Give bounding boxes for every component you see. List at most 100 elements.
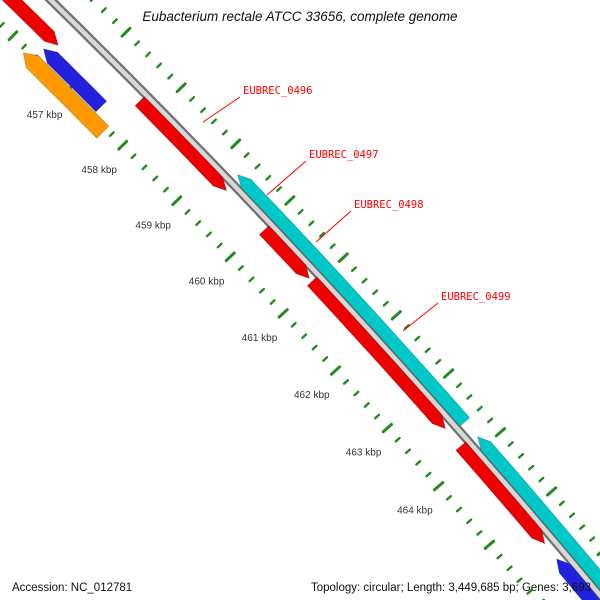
gene-label-leaders-layer [202, 96, 439, 332]
inner-tick-mark [162, 186, 170, 193]
outer-tick-mark [350, 266, 357, 272]
outer-tick-mark [329, 243, 336, 250]
inner-tick-mark [7, 30, 19, 42]
outer-tick-mark [579, 524, 586, 530]
inner-tick-mark [483, 539, 496, 550]
inner-tick-mark [445, 495, 452, 501]
inner-tick-mark [259, 287, 266, 294]
gene-arrow[interactable] [477, 436, 600, 600]
outer-tick-mark [589, 536, 596, 542]
gene-label-leader [315, 210, 352, 243]
gene-arrow[interactable] [22, 52, 110, 139]
outer-tick-mark [456, 382, 463, 389]
inner-tick-mark [130, 153, 137, 160]
gene-arrow[interactable] [556, 558, 600, 600]
outer-tick-mark [487, 417, 494, 424]
outer-tick-mark [424, 347, 431, 354]
outer-tick-mark [175, 82, 187, 94]
ruler-label: 463 kbp [346, 447, 382, 458]
inner-tick-mark [237, 265, 244, 271]
inner-tick-mark [381, 422, 393, 434]
gene-arrow-EUBREC_0498[interactable] [258, 225, 310, 280]
inner-tick-mark [404, 448, 412, 455]
gene-arrow[interactable] [455, 441, 546, 545]
gene-arrow[interactable] [43, 48, 108, 113]
inner-tick-mark [353, 390, 360, 397]
inner-tick-mark [184, 208, 191, 215]
outer-tick-mark [243, 152, 250, 159]
inner-tick-mark [277, 308, 289, 319]
outer-tick-mark [466, 394, 473, 400]
gene-arrow-EUBREC_0496[interactable] [134, 96, 228, 192]
outer-tick-mark [507, 441, 514, 447]
outer-tick-mark [372, 289, 379, 296]
map-title: Eubacterium rectale ATCC 33656, complete… [142, 9, 458, 24]
outer-tick-mark [414, 335, 421, 342]
inner-tick-mark [374, 413, 381, 420]
inner-tick-mark [117, 139, 129, 151]
outer-tick-mark [558, 500, 565, 507]
outer-tick-mark [221, 129, 228, 136]
gene-label[interactable]: EUBREC_0499 [441, 291, 511, 303]
inner-tick-mark [455, 506, 463, 513]
gene-arrow-EUBREC_0497[interactable] [237, 174, 471, 427]
outer-tick-mark [89, 0, 94, 3]
ruler-label: 459 kbp [135, 220, 171, 231]
inner-tick-mark [224, 251, 236, 263]
inner-tick-mark [269, 299, 276, 305]
ruler-label: 457 kbp [27, 110, 63, 121]
inner-tick-mark [415, 460, 422, 466]
ruler-label: 462 kbp [294, 390, 330, 401]
inner-tick-mark [108, 131, 115, 138]
inner-tick-mark [433, 481, 445, 492]
topology-text: Topology: circular; Length: 3,449,685 bp… [310, 582, 591, 594]
gene-label-leader [266, 160, 307, 196]
inner-tick-mark [248, 276, 255, 283]
inner-tick-mark [394, 436, 401, 443]
inner-tick-mark [330, 365, 342, 376]
inner-tick-mark [141, 164, 148, 171]
outer-tick-mark [546, 486, 558, 497]
outer-tick-mark [284, 195, 296, 206]
inner-tick-mark [466, 518, 473, 525]
gene-arrow[interactable] [0, 0, 59, 46]
outer-tick-mark [538, 476, 545, 483]
outer-tick-mark [210, 118, 218, 125]
outer-tick-mark [254, 163, 261, 170]
inner-tick-mark [152, 175, 159, 182]
gene-label[interactable]: EUBREC_0496 [243, 85, 313, 97]
outer-tick-mark [435, 359, 442, 365]
outer-tick-mark [265, 174, 272, 181]
gene-label[interactable]: EUBREC_0497 [309, 149, 379, 161]
outer-tick-mark [308, 220, 315, 227]
inner-tick-mark [301, 333, 308, 340]
outer-tick-mark [337, 252, 349, 263]
ruler-label: 458 kbp [81, 165, 117, 176]
inner-tick-mark [425, 471, 432, 478]
inner-tick-mark [516, 577, 523, 583]
outer-tick-mark [528, 464, 535, 471]
inner-tick-mark [476, 530, 483, 536]
inner-tick-mark [342, 379, 349, 385]
outer-tick-mark [361, 277, 368, 284]
gene-label-leader [402, 302, 439, 332]
outer-tick-mark [297, 208, 304, 215]
inner-tick-mark [311, 344, 318, 351]
inner-tick-mark [322, 356, 329, 362]
gene-label-leader [202, 96, 241, 123]
inner-tick-mark [290, 321, 297, 328]
outer-tick-mark [100, 7, 107, 14]
gene-label[interactable]: EUBREC_0498 [354, 199, 424, 211]
outer-tick-mark [382, 300, 389, 307]
inner-tick-mark [0, 21, 5, 28]
outer-tick-mark [167, 73, 174, 80]
inner-tick-mark [205, 231, 212, 238]
outer-tick-mark [145, 51, 152, 58]
gene-arrow-EUBREC_0499[interactable] [306, 276, 446, 430]
outer-tick-mark [443, 368, 455, 379]
outer-tick-mark [111, 18, 118, 25]
inner-tick-mark [195, 220, 202, 227]
